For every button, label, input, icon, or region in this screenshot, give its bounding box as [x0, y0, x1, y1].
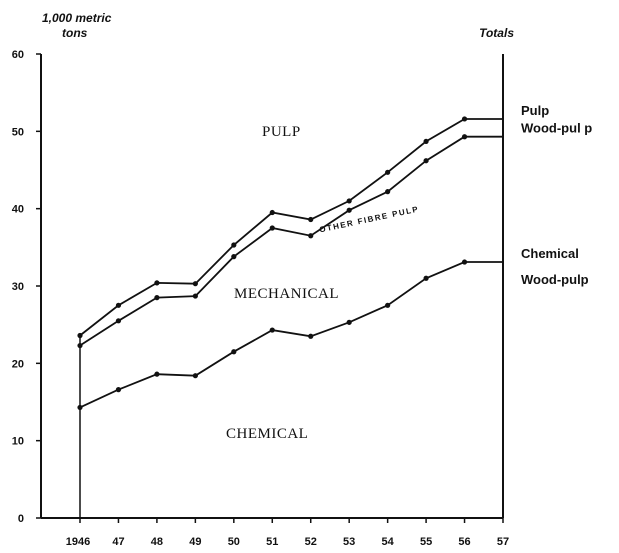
series-line-pulp	[79, 118, 503, 337]
data-point-wood	[192, 293, 198, 299]
data-point-wood	[231, 254, 237, 260]
data-point-chemical	[308, 333, 314, 339]
x-tick-label: 56	[458, 536, 470, 548]
x-tick-label: 52	[305, 536, 317, 548]
data-point-wood	[115, 318, 122, 324]
series-line-chemical	[79, 261, 503, 409]
region-label-mechanical: MECHANICAL	[234, 286, 339, 302]
data-point-chemical	[423, 275, 429, 281]
data-point-wood	[154, 295, 160, 301]
region-label-chemical: CHEMICAL	[226, 426, 308, 442]
data-point-wood	[385, 189, 391, 195]
data-point-chemical	[461, 259, 468, 265]
data-point-pulp	[115, 302, 122, 308]
series-line-wood	[79, 135, 503, 347]
x-tick-label: 51	[266, 536, 278, 548]
data-point-pulp	[461, 116, 468, 122]
x-tick-label: 49	[189, 536, 201, 548]
x-tick-label: 57	[497, 536, 509, 548]
data-point-pulp	[154, 280, 160, 286]
end-labels: Pulp Wood-pul p Chemical Wood-pulp	[521, 103, 592, 287]
y-tick-label: 10	[12, 436, 24, 448]
data-point-chemical	[154, 371, 160, 377]
unit-label-line1: 1,000 metric	[42, 11, 112, 25]
totals-label: Totals	[479, 26, 514, 40]
data-point-wood	[461, 134, 468, 140]
data-point-pulp	[423, 138, 429, 144]
x-tick-label: 1946	[66, 536, 90, 548]
unit-label-line2: tons	[62, 26, 88, 40]
y-tick-label: 0	[18, 513, 24, 525]
data-point-chemical	[385, 302, 391, 308]
data-point-pulp	[269, 209, 275, 216]
data-point-pulp	[346, 198, 352, 204]
data-point-chemical	[192, 373, 198, 379]
data-point-chemical	[115, 387, 122, 393]
x-tick-label: 50	[228, 536, 240, 548]
data-point-pulp	[192, 281, 198, 287]
x-tick-label: 47	[112, 536, 124, 548]
y-axis-ticks: 0 10 20 30 40 50 60	[12, 49, 41, 525]
y-tick-label: 40	[12, 204, 24, 216]
x-tick-label: 54	[382, 536, 395, 548]
data-point-wood	[423, 158, 429, 164]
data-point-chemical	[346, 319, 352, 325]
x-axis-ticks: 1946 47 48 49 50 51 52 53 54 55 56 57	[66, 518, 509, 548]
y-tick-label: 20	[12, 358, 24, 370]
x-tick-label: 55	[420, 536, 432, 548]
data-point-chemical	[269, 327, 275, 333]
x-tick-label: 53	[343, 536, 355, 548]
y-tick-label: 50	[12, 126, 24, 138]
data-point-chemical	[77, 404, 83, 411]
data-point-chemical	[231, 349, 237, 355]
data-point-pulp	[385, 169, 391, 175]
data-point-wood	[77, 342, 83, 349]
data-point-pulp	[308, 216, 314, 223]
x-tick-label: 48	[151, 536, 163, 548]
y-tick-label: 30	[12, 281, 24, 293]
region-label-pulp: PULP	[262, 124, 301, 140]
data-point-wood	[346, 207, 352, 213]
data-point-wood	[308, 233, 314, 239]
series-lines	[77, 116, 503, 518]
end-label-chemical: Chemical	[521, 246, 579, 261]
data-point-wood	[269, 225, 275, 231]
end-label-pulp: Pulp	[521, 103, 549, 118]
end-label-chemical: Wood-pulp	[521, 272, 589, 287]
data-point-pulp	[231, 242, 237, 248]
end-label-wood: Wood-pul p	[521, 121, 592, 136]
data-point-pulp	[77, 332, 83, 339]
y-tick-label: 60	[12, 49, 24, 61]
